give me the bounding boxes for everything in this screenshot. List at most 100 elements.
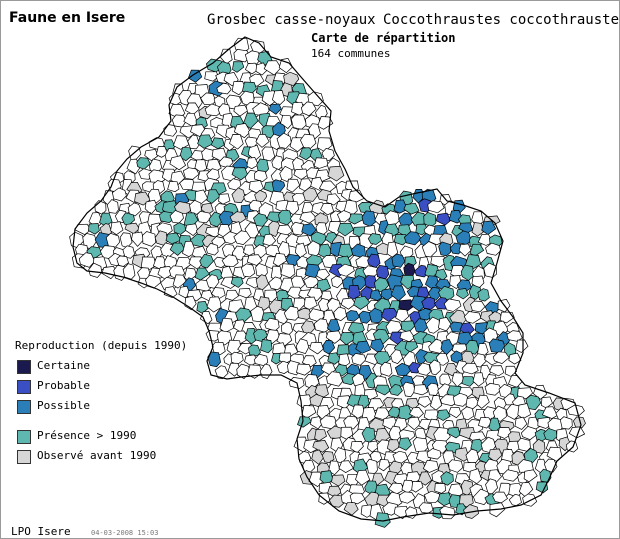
commune-cell[interactable] [492,405,507,422]
commune-cell[interactable] [277,240,290,257]
commune-cell[interactable] [313,157,329,169]
commune-cell[interactable] [500,449,516,463]
commune-cell[interactable] [477,233,494,246]
commune-cell[interactable] [436,409,451,421]
commune-cell[interactable] [88,262,103,278]
commune-cell[interactable] [296,363,312,376]
commune-cell[interactable] [301,405,317,419]
commune-cell[interactable] [361,210,377,227]
commune-cell[interactable] [489,365,505,377]
commune-cell[interactable] [341,373,358,386]
commune-cell[interactable] [378,459,391,472]
commune-cell[interactable] [398,437,412,451]
commune-cell[interactable] [246,157,259,170]
commune-cell[interactable] [440,471,454,486]
commune-cell[interactable] [189,199,202,215]
commune-cell[interactable] [204,103,221,117]
commune-cell[interactable] [327,165,345,182]
commune-cell[interactable] [326,193,341,206]
commune-cell[interactable] [291,101,305,116]
commune-cell[interactable] [94,200,107,215]
commune-cell[interactable] [321,148,335,161]
commune-cell[interactable] [343,502,359,516]
commune-cell[interactable] [421,241,438,258]
commune-cell[interactable] [461,406,475,421]
commune-cell[interactable] [302,187,319,202]
commune-cell[interactable] [272,252,288,267]
commune-cell[interactable] [159,211,174,223]
commune-cell[interactable] [250,305,266,323]
commune-cell[interactable] [144,199,158,215]
commune-cell[interactable] [322,339,336,355]
commune-cell[interactable] [338,243,354,259]
commune-cell[interactable] [347,285,361,300]
commune-cell[interactable] [122,245,135,259]
commune-cell[interactable] [207,351,221,368]
commune-cell[interactable] [257,296,271,311]
commune-cell[interactable] [218,193,231,205]
commune-cell[interactable] [299,211,318,224]
commune-cell[interactable] [310,416,323,430]
commune-cell[interactable] [374,512,391,528]
commune-cell[interactable] [565,440,579,453]
commune-cell[interactable] [293,168,309,180]
commune-cell[interactable] [539,468,552,483]
commune-cell[interactable] [259,363,273,380]
commune-cell[interactable] [517,403,532,420]
commune-cell[interactable] [338,460,354,474]
commune-cell[interactable] [517,437,531,452]
commune-cell[interactable] [316,268,331,281]
commune-cell[interactable] [386,439,401,453]
commune-cell[interactable] [303,296,318,310]
commune-cell[interactable] [463,311,482,324]
commune-cell[interactable] [525,394,542,411]
commune-cell[interactable] [568,426,586,439]
commune-cell[interactable] [369,289,383,302]
commune-cell[interactable] [311,449,324,465]
commune-cell[interactable] [353,295,371,310]
commune-cell[interactable] [155,146,169,158]
commune-cell[interactable] [268,276,284,291]
commune-cell[interactable] [388,384,403,396]
commune-cell[interactable] [210,137,225,150]
commune-cell[interactable] [326,371,344,387]
commune-cell[interactable] [435,212,452,226]
commune-cell[interactable] [355,340,372,354]
commune-cell[interactable] [205,242,219,256]
commune-cell[interactable] [233,49,250,63]
commune-cell[interactable] [461,376,476,387]
commune-cell[interactable] [485,242,501,256]
commune-cell[interactable] [398,491,416,504]
commune-cell[interactable] [268,220,282,238]
commune-cell[interactable] [351,404,366,419]
commune-cell[interactable] [183,112,198,128]
commune-cell[interactable] [169,242,185,256]
commune-cell[interactable] [186,289,203,302]
commune-cell[interactable] [458,243,472,257]
commune-cell[interactable] [456,288,469,300]
commune-cell[interactable] [476,394,490,409]
commune-cell[interactable] [300,101,317,117]
commune-cell[interactable] [379,361,393,377]
commune-cell[interactable] [427,382,440,396]
commune-cell[interactable] [515,339,529,353]
commune-cell[interactable] [297,307,313,320]
commune-cell[interactable] [243,112,259,129]
commune-cell[interactable] [472,488,490,505]
commune-cell[interactable] [387,406,401,419]
commune-cell[interactable] [253,328,268,342]
commune-cell[interactable] [364,275,378,289]
commune-cell[interactable] [337,222,354,237]
commune-cell[interactable] [398,299,416,312]
commune-cell[interactable] [351,353,367,366]
commune-cell[interactable] [340,426,354,440]
commune-cell[interactable] [381,307,399,322]
commune-cell[interactable] [206,274,220,289]
commune-cell[interactable] [271,179,286,193]
commune-cell[interactable] [204,71,219,82]
commune-cell[interactable] [290,114,307,130]
commune-cell[interactable] [472,372,485,387]
commune-cell[interactable] [208,211,222,228]
commune-cell[interactable] [301,223,317,237]
commune-cell[interactable] [390,349,404,365]
